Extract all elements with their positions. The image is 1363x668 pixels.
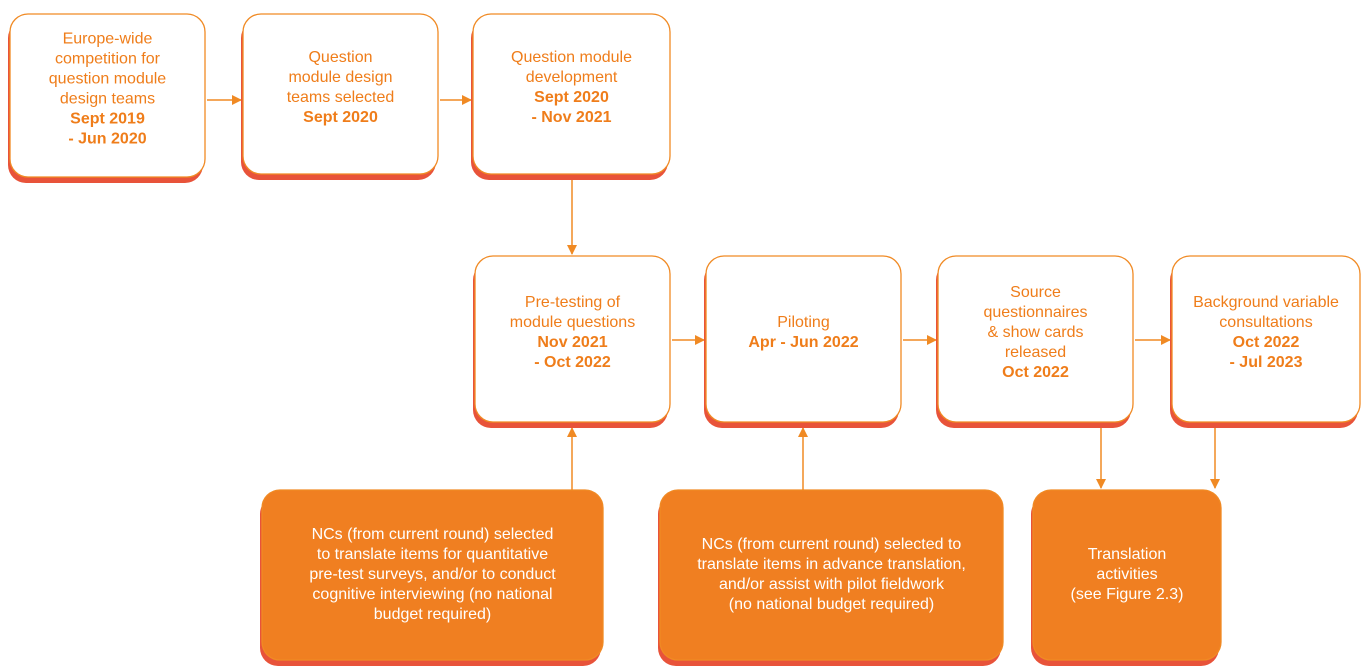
node-label: competition for: [55, 51, 161, 68]
node-label: Background variable: [1193, 294, 1339, 311]
node-date: Oct 2022: [1002, 364, 1069, 381]
node-label: released: [1005, 344, 1066, 361]
node-label: Question module: [511, 49, 632, 66]
node-box: [659, 489, 1004, 661]
node-box: [9, 13, 206, 178]
node-box: [242, 13, 439, 175]
node-label: question module: [49, 71, 167, 88]
node-label: NCs (from current round) selected to: [702, 536, 962, 553]
node-date: Oct 2022: [1233, 334, 1300, 351]
node-box: [261, 489, 604, 661]
node-date: Apr - Jun 2022: [748, 334, 858, 351]
node: NCs (from current round) selected to tran…: [260, 489, 604, 666]
node-date: - Oct 2022: [534, 354, 611, 371]
node-date: Nov 2021: [537, 334, 607, 351]
node-label: Piloting: [777, 314, 829, 331]
node-date: - Nov 2021: [531, 109, 611, 126]
node-label: cognitive interviewing (no national: [312, 586, 552, 603]
node-label: Source: [1010, 284, 1061, 301]
node-date: Sept 2019: [70, 111, 145, 128]
node-label: NCs (from current round) selected: [312, 526, 554, 543]
node: Translation activities (see Figure 2.3): [1031, 489, 1222, 666]
node-label: teams selected: [287, 89, 395, 106]
node-label: (no national budget required): [729, 596, 934, 613]
node-label: (see Figure 2.3): [1071, 586, 1184, 603]
node: Background variable consultations Oct 2022…: [1170, 255, 1361, 428]
node-date: - Jul 2023: [1230, 354, 1303, 371]
node: Pre-testing of module questions Nov 2021 - …: [473, 255, 671, 428]
node: Europe-wide competition for question modul…: [8, 13, 206, 183]
node-label: development: [526, 69, 618, 86]
node-box: [937, 255, 1134, 423]
node-label: module questions: [510, 314, 635, 331]
node: Source questionnaires & show cards released…: [936, 255, 1134, 428]
node-box: [474, 255, 671, 423]
node: Question module development Sept 2020 - Nov…: [471, 13, 671, 180]
node-date: Sept 2020: [534, 89, 609, 106]
node-box: [472, 13, 671, 175]
node-label: Pre-testing of: [525, 294, 621, 311]
node-label: questionnaires: [983, 304, 1087, 321]
node-label: and/or assist with pilot fieldwork: [719, 576, 945, 593]
node-label: pre-test surveys, and/or to conduct: [309, 566, 556, 583]
node: Question module design teams selected Sept …: [241, 13, 439, 180]
node-label: translate items in advance translation,: [697, 556, 966, 573]
node-date: - Jun 2020: [68, 131, 146, 148]
node-label: to translate items for quantitative: [317, 546, 548, 563]
node-label: Europe-wide: [63, 31, 153, 48]
node-box: [1171, 255, 1361, 423]
node-box: [1032, 489, 1222, 661]
node-label: activities: [1096, 566, 1157, 583]
node-label: consultations: [1219, 314, 1312, 331]
node: NCs (from current round) selected to tran…: [658, 489, 1004, 666]
node: Piloting Apr - Jun 2022: [704, 255, 902, 428]
node-label: Question: [308, 49, 372, 66]
node-box: [705, 255, 902, 423]
arrows: [207, 95, 1220, 490]
node-label: module design: [288, 69, 392, 86]
node-label: & show cards: [987, 324, 1083, 341]
node-date: Sept 2020: [303, 109, 378, 126]
node-label: design teams: [60, 91, 155, 108]
node-label: Translation: [1088, 546, 1167, 563]
node-label: budget required): [374, 606, 491, 623]
